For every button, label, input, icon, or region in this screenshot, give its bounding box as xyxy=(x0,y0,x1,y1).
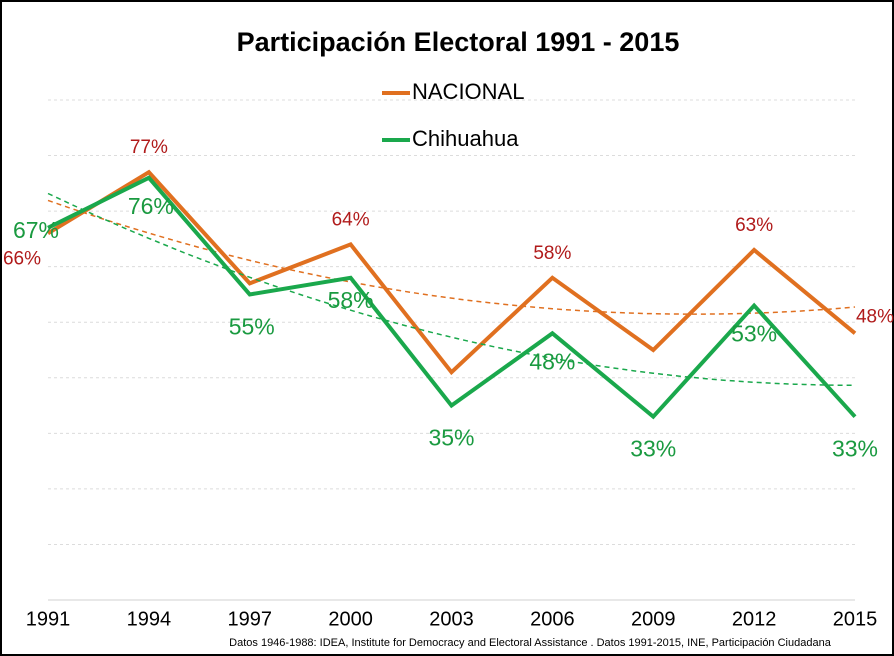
data-label: 66% xyxy=(3,248,41,269)
x-tick-label: 2015 xyxy=(833,608,878,630)
data-label: 76% xyxy=(128,193,174,219)
x-tick-label: 2012 xyxy=(732,608,777,630)
x-tick-label: 2003 xyxy=(429,608,474,630)
legend-label: Chihuahua xyxy=(412,126,519,151)
x-tick-label: 2006 xyxy=(530,608,575,630)
data-label: 58% xyxy=(533,243,571,264)
x-tick-label: 1991 xyxy=(26,608,71,630)
source: Datos 1946-1988: IDEA, Institute for Dem… xyxy=(229,637,832,649)
data-label: 48% xyxy=(856,306,894,327)
data-label: 64% xyxy=(332,209,370,230)
data-label: 55% xyxy=(229,314,275,340)
data-label: 63% xyxy=(735,215,773,236)
data-label: 77% xyxy=(130,137,168,158)
data-label: 58% xyxy=(328,287,374,313)
chart-title: Participación Electoral 1991 - 2015 xyxy=(237,27,680,57)
data-label: 53% xyxy=(731,321,777,347)
series-line xyxy=(47,175,857,420)
trendline xyxy=(47,192,855,387)
data-label: 67% xyxy=(13,217,59,243)
x-tick-label: 2009 xyxy=(631,608,676,630)
x-tick-label: 2000 xyxy=(328,608,373,630)
series-line xyxy=(46,169,857,376)
x-tick-label: 1997 xyxy=(228,608,273,630)
data-label: 33% xyxy=(630,436,676,462)
data-label: 33% xyxy=(832,436,878,462)
legend-label: NACIONAL xyxy=(412,79,524,104)
data-label: 35% xyxy=(428,425,474,451)
data-label: 48% xyxy=(529,348,575,374)
trendline xyxy=(47,199,856,315)
x-tick-label: 1994 xyxy=(127,608,172,630)
